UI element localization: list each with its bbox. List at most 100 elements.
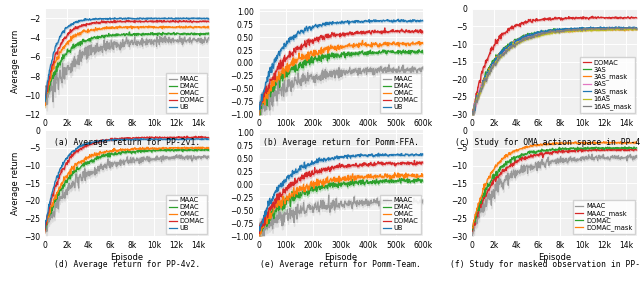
MAAC bbox=[488, 196, 496, 199]
Line: OMAC: OMAC bbox=[45, 26, 209, 105]
OMAC bbox=[373, 175, 381, 179]
Line: DOMAC_mask: DOMAC_mask bbox=[472, 142, 637, 228]
MAAC_mask bbox=[534, 153, 541, 156]
DMAC bbox=[95, 35, 102, 39]
16AS_mask bbox=[633, 27, 640, 31]
DMAC bbox=[106, 152, 114, 155]
DOMAC bbox=[358, 32, 366, 35]
3AS_mask bbox=[522, 33, 530, 36]
UB bbox=[374, 151, 382, 155]
MAAC bbox=[145, 156, 152, 160]
Text: (a) Average return for PP-2v1.: (a) Average return for PP-2v1. bbox=[54, 138, 200, 147]
MAAC_mask bbox=[573, 146, 581, 150]
MAAC_mask bbox=[488, 183, 496, 187]
DOMAC bbox=[468, 228, 476, 232]
DMAC bbox=[161, 32, 168, 35]
DOMAC bbox=[522, 152, 530, 156]
UB bbox=[275, 51, 282, 55]
8AS_mask bbox=[572, 27, 580, 31]
MAAC bbox=[41, 227, 49, 231]
Legend: MAAC, DMAC, OMAC, DOMAC, UB: MAAC, DMAC, OMAC, DOMAC, UB bbox=[380, 195, 421, 234]
DOMAC_mask bbox=[600, 140, 607, 143]
DOMAC bbox=[588, 146, 596, 149]
MAAC_mask bbox=[468, 229, 476, 233]
MAAC bbox=[161, 34, 169, 38]
DOMAC bbox=[468, 109, 476, 113]
MAAC bbox=[325, 194, 333, 197]
16AS_mask bbox=[588, 27, 595, 30]
UB bbox=[183, 16, 191, 19]
DMAC bbox=[160, 32, 168, 35]
DOMAC_mask bbox=[588, 141, 595, 144]
DMAC bbox=[42, 228, 49, 231]
3AS bbox=[620, 26, 628, 29]
UB bbox=[159, 138, 167, 141]
UB bbox=[159, 17, 167, 20]
MAAC bbox=[374, 202, 382, 205]
16AS_mask bbox=[534, 32, 541, 36]
OMAC bbox=[205, 27, 213, 30]
DMAC bbox=[161, 148, 168, 151]
MAAC bbox=[308, 76, 316, 80]
UB bbox=[145, 17, 152, 20]
DOMAC bbox=[589, 16, 596, 19]
DOMAC bbox=[320, 168, 328, 171]
16AS_mask bbox=[468, 112, 476, 116]
DOMAC bbox=[95, 140, 102, 144]
DOMAC_mask bbox=[588, 141, 596, 145]
DMAC bbox=[374, 51, 381, 55]
OMAC bbox=[145, 146, 152, 149]
OMAC bbox=[127, 24, 135, 28]
OMAC bbox=[255, 110, 262, 113]
DOMAC bbox=[419, 30, 427, 34]
8AS_mask bbox=[534, 30, 541, 33]
X-axis label: Episode: Episode bbox=[324, 253, 357, 262]
16AS bbox=[588, 30, 595, 33]
MAAC bbox=[106, 166, 114, 170]
Line: MAAC: MAAC bbox=[45, 155, 209, 232]
Line: DOMAC: DOMAC bbox=[45, 20, 209, 100]
8AS_mask bbox=[588, 26, 595, 30]
DMAC bbox=[95, 155, 102, 158]
MAAC bbox=[160, 36, 168, 40]
OMAC bbox=[419, 174, 427, 177]
Y-axis label: Average return: Average return bbox=[11, 30, 20, 93]
OMAC bbox=[320, 46, 328, 50]
Line: 8AS_mask: 8AS_mask bbox=[472, 27, 637, 115]
DOMAC bbox=[95, 22, 102, 25]
DMAC bbox=[255, 231, 262, 235]
MAAC bbox=[255, 228, 262, 231]
MAAC bbox=[259, 239, 267, 242]
16AS bbox=[588, 29, 596, 32]
3AS bbox=[489, 60, 497, 63]
8AS_mask bbox=[522, 35, 530, 39]
DMAC bbox=[125, 30, 133, 34]
Line: 3AS: 3AS bbox=[472, 27, 637, 113]
UB bbox=[106, 138, 114, 142]
DOMAC bbox=[41, 229, 49, 232]
OMAC bbox=[161, 146, 168, 150]
DOMAC bbox=[588, 14, 596, 18]
DOMAC bbox=[308, 172, 316, 176]
16AS bbox=[468, 119, 476, 122]
DOMAC bbox=[522, 20, 530, 24]
DOMAC bbox=[633, 16, 640, 19]
Line: DMAC: DMAC bbox=[259, 50, 423, 117]
MAAC_mask bbox=[633, 148, 640, 152]
OMAC bbox=[180, 145, 188, 149]
8AS_mask bbox=[625, 25, 633, 29]
DMAC bbox=[415, 48, 423, 52]
MAAC bbox=[359, 204, 367, 207]
3AS_mask bbox=[633, 28, 640, 31]
3AS bbox=[633, 27, 640, 30]
OMAC bbox=[61, 45, 69, 48]
OMAC bbox=[42, 104, 49, 107]
MAAC_mask bbox=[588, 149, 595, 153]
MAAC bbox=[255, 99, 262, 102]
3AS_mask bbox=[588, 28, 595, 31]
MAAC bbox=[385, 63, 393, 67]
DOMAC bbox=[106, 138, 114, 142]
8AS bbox=[588, 27, 595, 31]
DMAC bbox=[374, 180, 381, 183]
MAAC bbox=[522, 165, 530, 168]
